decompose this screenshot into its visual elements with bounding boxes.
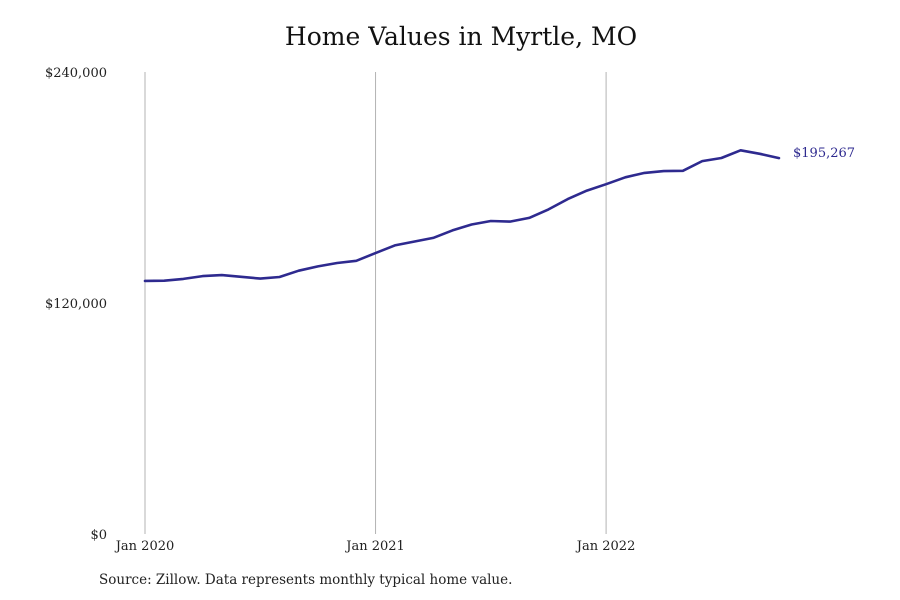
chart-title: Home Values in Myrtle, MO: [284, 22, 638, 51]
x-tick-label: Jan 2021: [344, 539, 405, 554]
x-tick-label: Jan 2020: [114, 539, 175, 554]
y-tick-label: $0: [90, 528, 107, 543]
data-point: [720, 157, 722, 159]
data-point: [701, 160, 703, 162]
data-point: [605, 183, 607, 185]
data-point: [739, 149, 741, 151]
data-point: [317, 265, 319, 267]
data-point: [624, 176, 626, 178]
y-axis: $0 $120,000 $240,000: [45, 66, 107, 543]
data-point: [240, 276, 242, 278]
data-point: [182, 278, 184, 280]
data-point: [490, 220, 492, 222]
data-point: [509, 220, 511, 222]
data-point: [759, 153, 761, 155]
data-point: [221, 274, 223, 276]
y-tick-label: $240,000: [45, 66, 107, 81]
data-point: [451, 229, 453, 231]
data-point: [259, 277, 261, 279]
data-point: [336, 262, 338, 264]
x-axis: Jan 2020 Jan 2021 Jan 2022: [114, 539, 636, 554]
data-point: [413, 240, 415, 242]
data-point: [355, 260, 357, 262]
end-value-label: $195,267: [793, 146, 855, 161]
data-point: [394, 244, 396, 246]
data-point: [547, 208, 549, 210]
data-point: [201, 275, 203, 277]
data-point: [778, 157, 780, 159]
data-point: [663, 170, 665, 172]
series-line: [143, 149, 781, 283]
source-note: Source: Zillow. Data represents monthly …: [99, 572, 513, 588]
data-point: [586, 189, 588, 191]
data-point: [682, 170, 684, 172]
data-point: [144, 280, 146, 282]
data-point: [297, 269, 299, 271]
data-point: [163, 279, 165, 281]
grid-layer: [144, 72, 607, 534]
data-point: [432, 237, 434, 239]
data-point: [374, 252, 376, 254]
series-layer: $195,267: [143, 146, 855, 283]
data-point: [643, 172, 645, 174]
y-tick-label: $120,000: [45, 297, 107, 312]
data-point: [566, 198, 568, 200]
data-point: [278, 276, 280, 278]
x-tick-label: Jan 2022: [575, 539, 636, 554]
data-point: [470, 223, 472, 225]
data-point: [528, 217, 530, 219]
